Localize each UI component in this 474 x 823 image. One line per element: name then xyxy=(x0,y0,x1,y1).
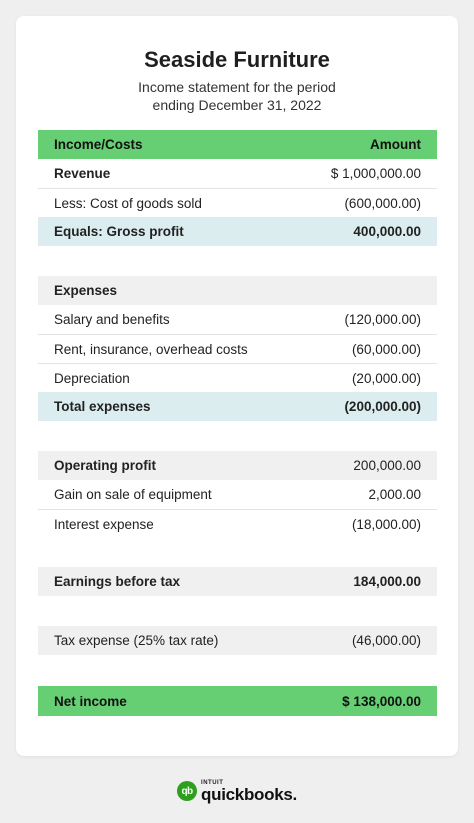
table-row-net-income: Net income $ 138,000.00 xyxy=(38,686,437,716)
row-label: Rent, insurance, overhead costs xyxy=(54,341,248,357)
subtitle-line-1: Income statement for the period xyxy=(138,79,336,95)
table-row-earnings-before-tax: Earnings before tax 184,000.00 xyxy=(38,567,437,596)
row-amount: (46,000.00) xyxy=(351,633,421,648)
statement-subtitle: Income statement for the period ending D… xyxy=(0,78,474,114)
row-label: Net income xyxy=(54,693,127,709)
quickbooks-logo: qb INTUIT quickbooks. xyxy=(0,778,474,804)
subtitle-line-2: ending December 31, 2022 xyxy=(152,97,322,113)
row-label: Interest expense xyxy=(54,516,154,532)
table-header: Income/Costs Amount xyxy=(38,130,437,159)
table-row: Interest expense (18,000.00) xyxy=(38,509,437,538)
row-amount: 184,000.00 xyxy=(353,574,421,589)
row-amount: 200,000.00 xyxy=(353,458,421,473)
table-row: Rent, insurance, overhead costs (60,000.… xyxy=(38,334,437,363)
row-amount: (18,000.00) xyxy=(351,516,421,532)
row-amount: (20,000.00) xyxy=(351,370,421,386)
row-label: Total expenses xyxy=(54,399,151,414)
row-label: Revenue xyxy=(54,166,111,181)
table-row: Depreciation (20,000.00) xyxy=(38,363,437,392)
brand-intuit: INTUIT xyxy=(201,779,224,786)
row-label: Depreciation xyxy=(54,370,130,386)
table-row: Gain on sale of equipment 2,000.00 xyxy=(38,480,437,509)
quickbooks-mark-icon: qb xyxy=(177,781,198,801)
table-row-section-expenses: Expenses xyxy=(38,276,437,305)
row-amount: (600,000.00) xyxy=(344,195,421,211)
row-label: Gain on sale of equipment xyxy=(54,487,212,502)
row-amount: 2,000.00 xyxy=(368,487,421,502)
row-amount: (120,000.00) xyxy=(344,312,421,327)
table-row: Salary and benefits (120,000.00) xyxy=(38,305,437,334)
table-row-operating-profit: Operating profit 200,000.00 xyxy=(38,451,437,480)
table-row-gross-profit: Equals: Gross profit 400,000.00 xyxy=(38,217,437,246)
row-amount: (200,000.00) xyxy=(344,399,421,414)
row-label: Salary and benefits xyxy=(54,312,170,327)
header-label: Income/Costs xyxy=(54,137,143,152)
row-amount: (60,000.00) xyxy=(351,341,421,357)
table-row: Revenue $ 1,000,000.00 xyxy=(38,159,437,188)
row-label: Tax expense (25% tax rate) xyxy=(54,633,219,648)
row-label: Less: Cost of goods sold xyxy=(54,195,202,211)
row-label: Equals: Gross profit xyxy=(54,224,184,239)
row-label: Operating profit xyxy=(54,458,156,473)
company-title: Seaside Furniture xyxy=(144,47,330,72)
table-row: Less: Cost of goods sold (600,000.00) xyxy=(38,188,437,217)
row-amount: 400,000.00 xyxy=(353,224,421,239)
row-label: Expenses xyxy=(54,283,118,298)
row-label: Earnings before tax xyxy=(54,574,181,589)
row-amount: $ 138,000.00 xyxy=(342,693,421,709)
header-amount: Amount xyxy=(370,137,421,152)
row-amount: $ 1,000,000.00 xyxy=(330,166,421,181)
table-row-total-expenses: Total expenses (200,000.00) xyxy=(38,392,437,421)
table-row-tax-expense: Tax expense (25% tax rate) (46,000.00) xyxy=(38,626,437,655)
brand-name: quickbooks. xyxy=(201,784,297,804)
